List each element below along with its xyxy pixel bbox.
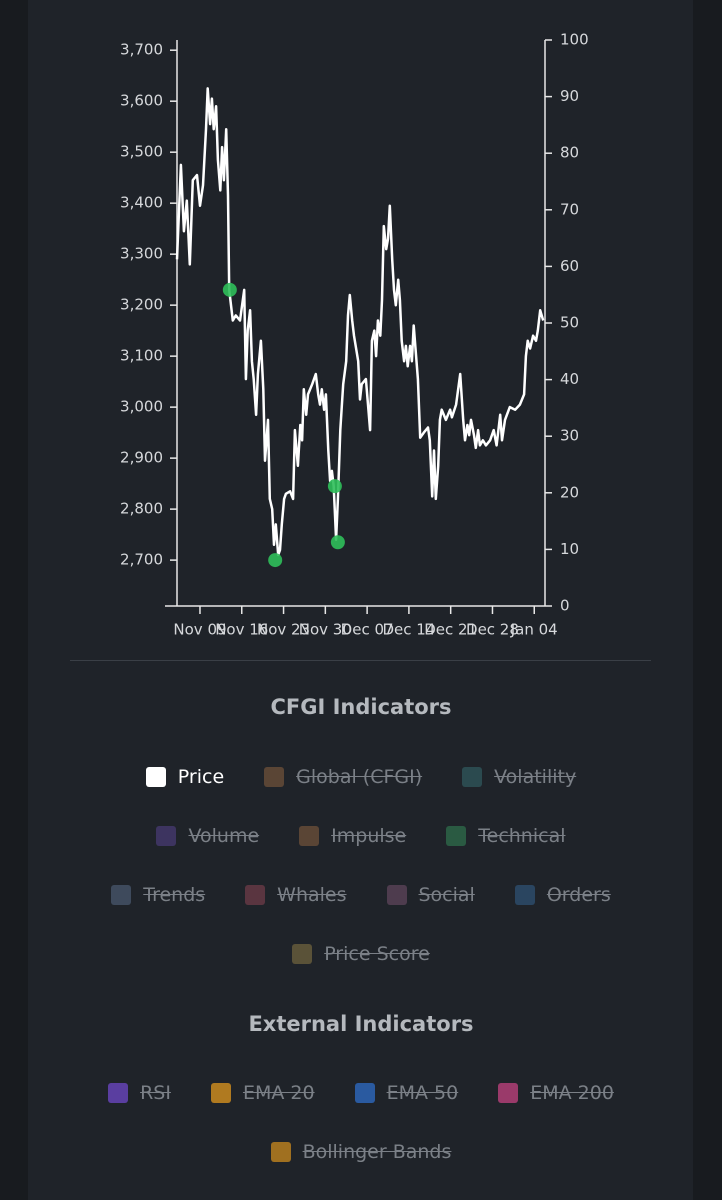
y2-tick-label: 20 — [560, 483, 579, 501]
y-tick-label: 2,900 — [120, 449, 163, 467]
legend: RSI EMA 20 EMA 50 EMA 200 Bollinger Bands — [91, 1082, 631, 1163]
legend-label: Volume — [188, 825, 260, 847]
y-tick-label: 2,800 — [120, 500, 163, 518]
legend-label: Orders — [546, 884, 611, 906]
legend-label: EMA 50 — [386, 1082, 459, 1104]
y-tick-label: 3,500 — [120, 143, 163, 161]
legend-swatch — [386, 885, 407, 905]
x-tick-label: Dec 28 — [466, 621, 519, 639]
signal-dot — [327, 479, 342, 494]
legend-swatch — [462, 767, 483, 787]
legend-swatch — [145, 767, 166, 787]
legend-swatch — [245, 885, 266, 905]
legend-item[interactable]: Bollinger Bands — [270, 1141, 452, 1163]
legend-label: Trends — [143, 884, 206, 906]
legend-item[interactable]: Trends — [111, 884, 205, 906]
x-tick-label: Nov 23 — [257, 621, 310, 639]
legend-item[interactable]: Social — [386, 884, 475, 906]
separator — [70, 660, 651, 661]
signal-dot — [222, 282, 237, 297]
y-tick-label: 3,000 — [120, 398, 163, 416]
legend-swatch — [354, 1083, 375, 1103]
legend-swatch — [270, 1142, 291, 1162]
y2-tick-label: 30 — [560, 427, 579, 445]
legend-swatch — [210, 1083, 231, 1103]
y2-tick-label: 40 — [560, 370, 579, 388]
legend-item[interactable]: Volatility — [462, 766, 576, 788]
y2-tick-label: 60 — [560, 257, 579, 275]
legend-label: Social — [418, 884, 475, 906]
legend-label: Bollinger Bands — [302, 1141, 452, 1163]
y2-tick-label: 50 — [560, 314, 579, 332]
y2-tick-label: 10 — [560, 540, 579, 558]
x-tick-label: Dec 07 — [341, 621, 394, 639]
legend-item[interactable]: Whales — [245, 884, 347, 906]
price-line — [175, 87, 545, 557]
y-tick-label: 3,200 — [120, 296, 163, 314]
legend-label: Volatility — [494, 766, 577, 788]
legend-swatch — [111, 885, 132, 905]
y2-tick-label: 80 — [560, 144, 579, 162]
legend-item[interactable]: Global (CFGI) — [264, 766, 422, 788]
legend-item[interactable]: Orders — [514, 884, 611, 906]
legend-label: EMA 200 — [530, 1082, 614, 1104]
signal-dot — [268, 553, 283, 568]
x-tick-label: Dec 21 — [424, 621, 477, 639]
x-tick-label: Jan 04 — [510, 621, 558, 639]
legend-item[interactable]: EMA 50 — [354, 1082, 459, 1104]
legend-label: Price — [177, 766, 225, 788]
legend-label: Impulse — [331, 825, 407, 847]
y-tick-label: 3,400 — [120, 194, 163, 212]
legend-item[interactable]: EMA 200 — [498, 1082, 614, 1104]
y2-tick-label: 70 — [560, 200, 579, 218]
group-title: CFGI Indicators — [270, 695, 452, 719]
legend-swatch — [446, 826, 467, 846]
signal-dot — [330, 535, 345, 550]
y2-tick-label: 100 — [560, 31, 589, 49]
legend-label: Price Score — [324, 943, 430, 965]
legend: Price Global (CFGI) Volatility Volume Impuls… — [91, 766, 631, 965]
legend-label: RSI — [140, 1082, 171, 1104]
x-tick-label: Dec 14 — [382, 621, 435, 639]
x-tick-label: Nov 30 — [299, 621, 352, 639]
y-tick-label: 2,700 — [120, 551, 163, 569]
legend-swatch — [264, 767, 285, 787]
legend-item[interactable]: Impulse — [299, 825, 406, 847]
legend-label: EMA 20 — [242, 1082, 315, 1104]
y-tick-label: 3,100 — [120, 347, 163, 365]
legend-item[interactable]: RSI — [108, 1082, 171, 1104]
legend-swatch — [108, 1083, 129, 1103]
x-tick-label: Nov 09 — [173, 621, 226, 639]
y-tick-label: 3,700 — [120, 41, 163, 59]
legend-item[interactable]: Volume — [156, 825, 259, 847]
y2-tick-label: 0 — [560, 597, 570, 615]
y2-tick-label: 90 — [560, 87, 579, 105]
legend-swatch — [498, 1083, 519, 1103]
legend-label: Technical — [478, 825, 566, 847]
panel — [28, 0, 693, 1200]
x-tick-label: Nov 16 — [215, 621, 268, 639]
legend-item[interactable]: EMA 20 — [210, 1082, 315, 1104]
chart: 2,700 2,800 2,900 3,000 3,100 3,200 3,300 3,400… — [120, 31, 589, 639]
legend-label: Whales — [277, 884, 347, 906]
legend-swatch — [299, 826, 320, 846]
legend-swatch — [156, 826, 177, 846]
legend-label: Global (CFGI) — [296, 766, 423, 788]
legend-item[interactable]: Technical — [446, 825, 566, 847]
group-title: External Indicators — [248, 1012, 474, 1036]
legend-item[interactable]: Price — [145, 766, 225, 788]
legend-swatch — [514, 885, 535, 905]
legend-item[interactable]: Price Score — [292, 943, 430, 965]
y-tick-label: 3,300 — [120, 245, 163, 263]
y-tick-label: 3,600 — [120, 92, 163, 110]
legend-swatch — [292, 944, 313, 964]
